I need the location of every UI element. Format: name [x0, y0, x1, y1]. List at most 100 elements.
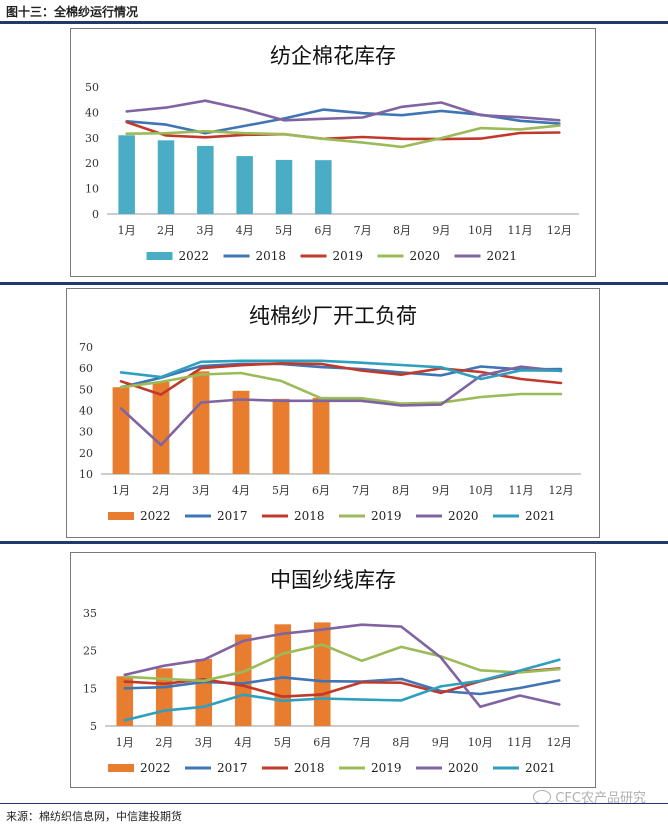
- separator-rule: [0, 541, 668, 544]
- legend-label-2020: 2020: [410, 249, 441, 263]
- series-line-2019: [119, 371, 563, 405]
- x-tick-label: 9月: [432, 224, 450, 237]
- bar-2022: [197, 145, 214, 214]
- bar-2022: [272, 398, 290, 474]
- x-tick-label: 12月: [547, 224, 572, 237]
- legend-label-2018: 2018: [294, 761, 325, 775]
- legend-label-2021: 2021: [525, 509, 556, 523]
- x-tick-label: 4月: [232, 484, 250, 497]
- y-tick-label: 0: [92, 208, 99, 221]
- y-tick-label: 20: [85, 157, 99, 170]
- series-line-2019: [123, 643, 561, 683]
- bar-2022: [118, 135, 135, 214]
- y-tick-label: 20: [79, 447, 93, 460]
- series-line-2020: [123, 623, 561, 709]
- legend-label-2021: 2021: [525, 761, 556, 775]
- legend-label-2021: 2021: [487, 249, 518, 263]
- bar-2022: [232, 390, 250, 474]
- series-line-2021: [123, 658, 561, 722]
- x-tick-label: 5月: [272, 484, 290, 497]
- legend-swatch-2022: [146, 252, 173, 260]
- x-tick-label: 2月: [157, 224, 175, 237]
- bar-2022: [192, 371, 210, 474]
- x-tick-label: 6月: [313, 736, 331, 749]
- bar-2022: [275, 159, 293, 214]
- y-tick-label: 70: [79, 341, 93, 354]
- chart-panel-yarn-operating-rate: 纯棉纱厂开工负荷 10 20 30 40 50 60 70 1月 2月 3月 4月 5月 6月 7月 8月 9月…: [66, 288, 600, 538]
- x-tick-label: 12月: [547, 736, 572, 749]
- x-tick-label: 10月: [468, 224, 493, 237]
- series-line-2019: [125, 120, 561, 141]
- x-tick-label: 1月: [118, 224, 136, 237]
- series-line-2017: [123, 676, 561, 696]
- bar-2022: [274, 624, 292, 726]
- figure-title: 图十三：全棉纱运行情况: [6, 5, 139, 19]
- y-tick-label: 40: [85, 106, 99, 119]
- bar-2022: [157, 140, 175, 214]
- chart-title: 中国纱线库存: [270, 568, 396, 592]
- x-tick-label: 8月: [392, 736, 410, 749]
- y-tick-label: 50: [85, 81, 99, 94]
- separator-rule: [0, 282, 668, 285]
- y-tick-label: 5: [90, 720, 97, 733]
- x-tick-label: 8月: [393, 224, 411, 237]
- x-tick-label: 6月: [312, 484, 330, 497]
- legend-label-2019: 2019: [333, 249, 364, 263]
- x-tick-label: 10月: [469, 484, 494, 497]
- legend-label-2022: 2022: [179, 249, 210, 263]
- footer-rule: [0, 803, 668, 804]
- x-tick-label: 5月: [275, 224, 293, 237]
- y-tick-label: 60: [79, 362, 93, 375]
- x-tick-label: 8月: [392, 484, 410, 497]
- series-line-2021: [125, 99, 561, 122]
- chart-svg: 纺企棉花库存 0 10 20 30 40 50 1月 2月 3月 4月 5月 6月 7月 8月 9月 10月 11…: [85, 44, 579, 263]
- legend-label-2022: 2022: [140, 509, 171, 523]
- bar-2022: [315, 160, 332, 214]
- chart-title: 纺企棉花库存: [270, 44, 396, 68]
- y-tick-label: 30: [85, 132, 99, 145]
- x-tick-label: 5月: [274, 736, 292, 749]
- x-tick-label: 1月: [116, 736, 134, 749]
- legend-label-2017: 2017: [217, 509, 248, 523]
- y-tick-label: 50: [79, 383, 93, 396]
- legend-swatch-2022: [108, 764, 134, 772]
- bar-2022: [312, 397, 330, 474]
- x-tick-label: 2月: [152, 484, 170, 497]
- y-tick-label: 40: [79, 405, 93, 418]
- y-tick-label: 25: [83, 645, 97, 658]
- bar-2022: [112, 387, 130, 474]
- bar-2022: [234, 634, 252, 726]
- x-tick-label: 3月: [195, 736, 213, 749]
- legend-label-2017: 2017: [217, 761, 248, 775]
- legend-label-2022: 2022: [140, 761, 171, 775]
- chart-svg: 中国纱线库存 5 15 25 35 1月 2月 3月 4月 5月 6月 7月 8月 9月 10月 11月 12月…: [83, 568, 579, 775]
- y-tick-label: 35: [83, 607, 97, 620]
- y-tick-label: 10: [79, 468, 93, 481]
- x-tick-label: 3月: [192, 484, 210, 497]
- legend-label-2019: 2019: [371, 509, 402, 523]
- series-line-2021: [119, 359, 563, 381]
- x-tick-label: 4月: [236, 224, 254, 237]
- x-tick-label: 1月: [112, 484, 130, 497]
- legend-swatch-2022: [108, 512, 134, 520]
- x-tick-label: 7月: [352, 484, 370, 497]
- legend-label-2018: 2018: [256, 249, 287, 263]
- chart-title: 纯棉纱厂开工负荷: [249, 304, 417, 328]
- chart-svg: 纯棉纱厂开工负荷 10 20 30 40 50 60 70 1月 2月 3月 4月 5月 6月 7月 8月 9月…: [79, 304, 581, 523]
- x-tick-label: 12月: [549, 484, 574, 497]
- chart-panel-cotton-inventory: 纺企棉花库存 0 10 20 30 40 50 1月 2月 3月 4月 5月 6月 7月 8月 9月 10月 11…: [70, 28, 596, 277]
- legend-label-2019: 2019: [371, 761, 402, 775]
- x-tick-label: 11月: [509, 484, 534, 497]
- series-line-2020: [119, 365, 563, 447]
- x-tick-label: 7月: [353, 736, 371, 749]
- x-tick-label: 3月: [196, 224, 214, 237]
- x-tick-label: 9月: [432, 736, 450, 749]
- x-tick-label: 7月: [354, 224, 372, 237]
- x-tick-label: 6月: [314, 224, 332, 237]
- x-tick-label: 11月: [508, 224, 533, 237]
- x-tick-label: 11月: [507, 736, 532, 749]
- x-tick-label: 2月: [155, 736, 173, 749]
- x-tick-label: 9月: [432, 484, 450, 497]
- bar-2022: [195, 658, 213, 726]
- legend-label-2018: 2018: [294, 509, 325, 523]
